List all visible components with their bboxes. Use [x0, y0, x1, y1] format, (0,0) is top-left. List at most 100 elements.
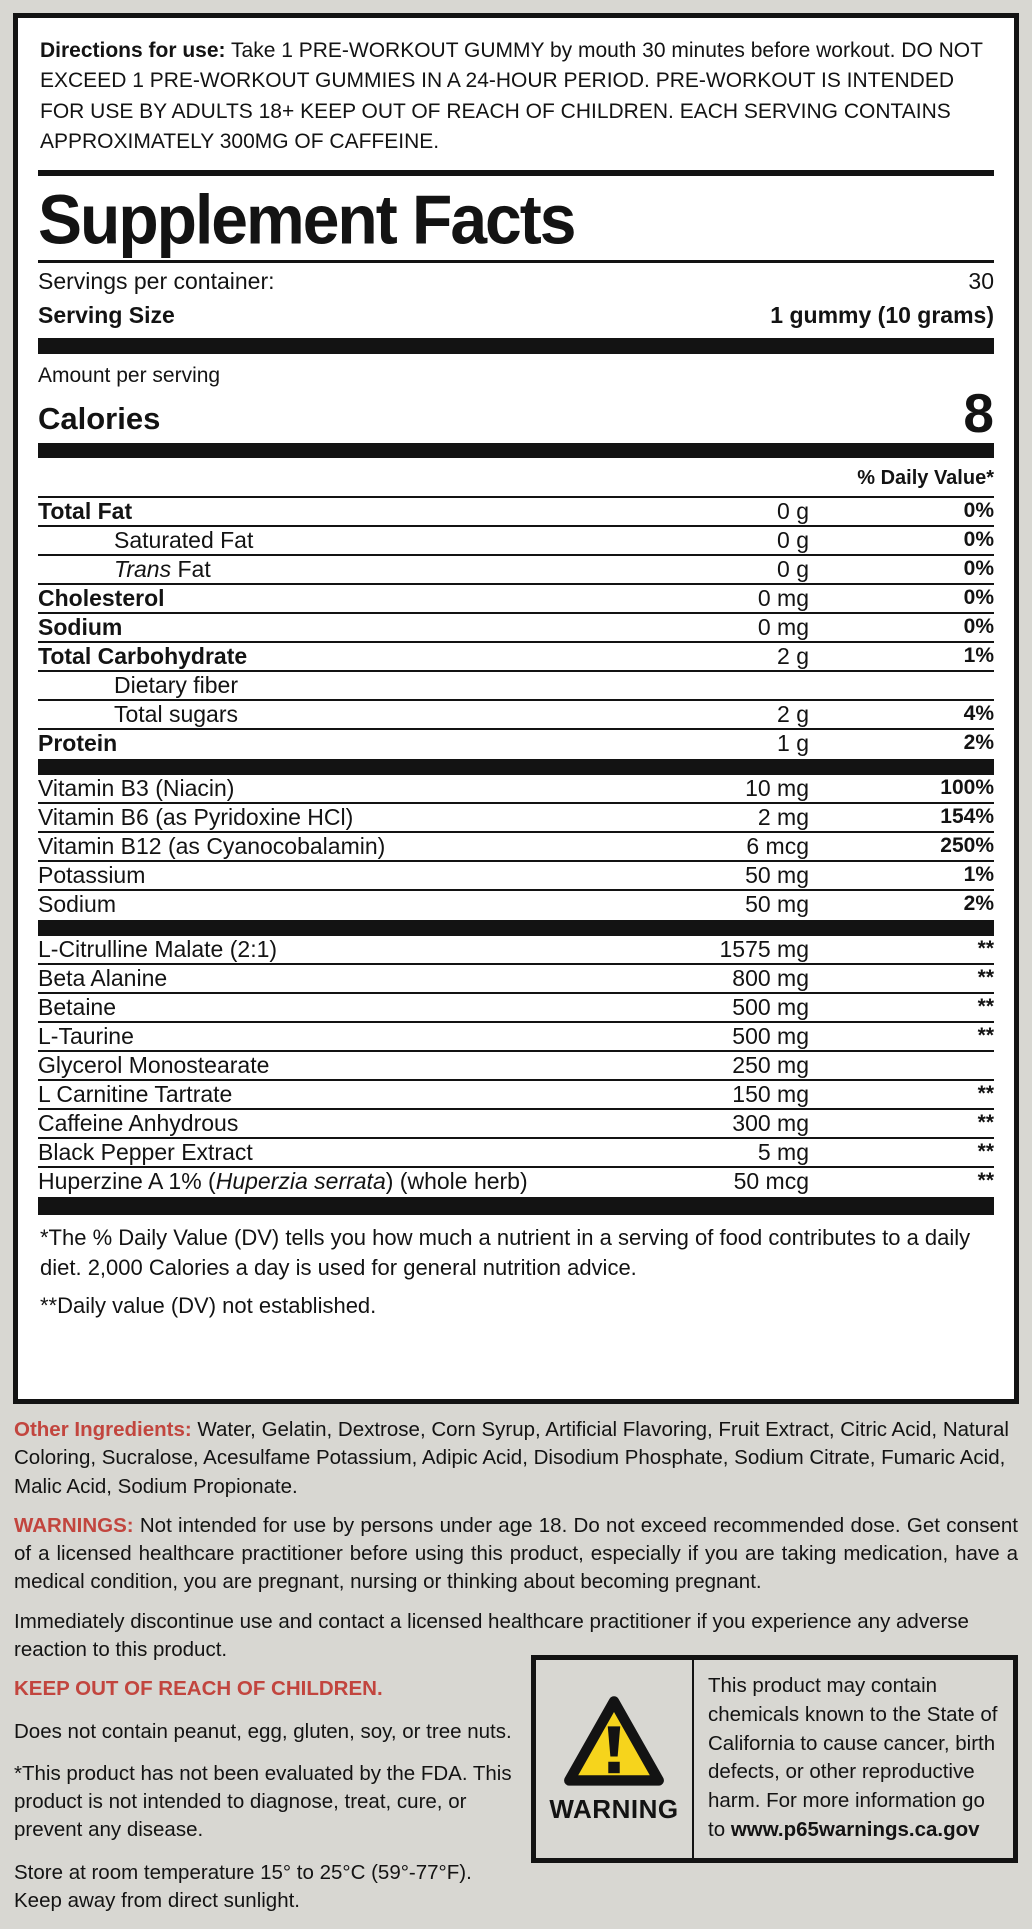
- discontinue-paragraph: Immediately discontinue use and contact …: [14, 1609, 969, 1661]
- nutrient-name: Sodium: [38, 890, 116, 917]
- nutrient-amount: 250 mg: [732, 1051, 809, 1078]
- nutrient-daily-value: **: [977, 966, 994, 989]
- other-ingredients-text: Water, Gelatin, Dextrose, Corn Syrup, Ar…: [14, 1418, 1009, 1498]
- nutrient-row: Saturated Fat 0 g 0%: [38, 524, 994, 554]
- warnings-paragraph: WARNINGS: Not intended for use by person…: [14, 1512, 1018, 1597]
- calories-label: Calories: [38, 400, 161, 436]
- nutrient-amount: 0 mg: [757, 584, 809, 611]
- nutrient-daily-value: 0%: [963, 586, 994, 609]
- calories-value: 8: [963, 381, 994, 444]
- nutrient-daily-value: 100%: [940, 776, 994, 799]
- nutrient-name: Caffeine Anhydrous: [38, 1109, 239, 1136]
- nutrient-name: Huperzine A 1% (Huperzia serrata) (whole…: [38, 1167, 528, 1194]
- nutrient-name: Trans Fat: [114, 555, 211, 582]
- nutrient-amount: 500 mg: [732, 1022, 809, 1049]
- daily-value-footnote: *The % Daily Value (DV) tells you how mu…: [40, 1224, 971, 1280]
- nutrient-amount: 50 mcg: [733, 1167, 809, 1194]
- directions-text: Take 1 PRE-WORKOUT GUMMY by mouth 30 min…: [40, 39, 983, 154]
- nutrient-amount: 5 mg: [757, 1138, 809, 1165]
- nutrient-name: Dietary fiber: [114, 671, 238, 698]
- section-bar: [38, 919, 994, 934]
- nutrient-daily-value: **: [977, 1111, 994, 1134]
- nutrient-amount: 0 mg: [757, 613, 809, 640]
- nutrient-name: Beta Alanine: [38, 964, 168, 991]
- nutrient-amount: 50 mg: [745, 890, 809, 917]
- section-bar: [38, 1196, 994, 1215]
- nutrient-row: Cholesterol 0 mg 0%: [38, 582, 994, 612]
- directions-paragraph: Directions for use: Take 1 PRE-WORKOUT G…: [38, 28, 994, 170]
- prop65-warning-text-cell: This product may contain chemicals known…: [694, 1660, 1013, 1858]
- warnings-text: Not intended for use by persons under ag…: [14, 1513, 1018, 1594]
- nutrient-daily-value: **: [977, 1082, 994, 1105]
- nutrient-name: Total sugars: [114, 700, 239, 727]
- prop65-url: www.p65warnings.ca.gov: [730, 1817, 980, 1841]
- nutrient-row: Huperzine A 1% (Huperzia serrata) (whole…: [38, 1165, 994, 1195]
- nutrient-daily-value: 250%: [940, 834, 994, 857]
- nutrient-daily-value: 0%: [963, 615, 994, 638]
- nutrient-amount: 300 mg: [732, 1109, 809, 1136]
- nutrient-row: Vitamin B6 (as Pyridoxine HCl) 2 mg 154%: [38, 801, 994, 831]
- servings-per-container-label: Servings per container:: [38, 267, 275, 294]
- nutrient-row: Total sugars 2 g 4%: [38, 698, 994, 728]
- nutrient-name: Vitamin B3 (Niacin): [38, 774, 235, 801]
- nutrient-name: Total Carbohydrate: [38, 642, 248, 669]
- storage-text: Store at room temperature 15° to 25°C (5…: [14, 1860, 472, 1912]
- nutrient-name: Sodium: [38, 613, 123, 640]
- prop65-text: This product may contain chemicals known…: [708, 1674, 998, 1841]
- nutrient-daily-value: 0%: [963, 528, 994, 551]
- nutrient-row: Beta Alanine 800 mg **: [38, 962, 994, 992]
- nutrient-amount: 10 mg: [745, 774, 809, 801]
- servings-per-container-row: Servings per container: 30: [38, 263, 994, 297]
- divider-heavy: [38, 169, 994, 176]
- nutrient-daily-value: 2%: [963, 892, 994, 915]
- calories-row: Calories 8: [38, 381, 994, 444]
- not-established-footnote: **Daily value (DV) not established.: [40, 1293, 377, 1319]
- nutrient-amount: 2 g: [777, 642, 809, 669]
- nutrient-daily-value: 0%: [963, 499, 994, 522]
- fda-disclaimer-text: *This product has not been evaluated by …: [14, 1761, 512, 1842]
- nutrient-name: Protein: [38, 729, 118, 756]
- nutrient-amount: 800 mg: [732, 964, 809, 991]
- label-lower-section: Other Ingredients: Water, Gelatin, Dextr…: [14, 1416, 1018, 1929]
- nutrient-daily-value: 4%: [963, 702, 994, 725]
- serving-size-row: Serving Size 1 gummy (10 grams): [38, 297, 994, 331]
- other-ingredients-label: Other Ingredients:: [14, 1418, 192, 1441]
- nutrient-amount: 150 mg: [732, 1080, 809, 1107]
- nutrient-amount: 0 g: [777, 497, 809, 524]
- nutrient-amount: 1575 mg: [719, 935, 809, 962]
- supplement-facts-title: Supplement Facts: [38, 179, 576, 259]
- section-bar: [38, 758, 994, 773]
- nutrient-amount: 500 mg: [732, 993, 809, 1020]
- section-bar: [38, 337, 994, 354]
- nutrient-daily-value: **: [977, 1024, 994, 1047]
- nutrient-daily-value: 154%: [940, 805, 994, 828]
- bottom-left-column: KEEP OUT OF REACH OF CHILDREN. Does not …: [14, 1675, 519, 1929]
- nutrient-amount: 2 mg: [757, 803, 809, 830]
- allergen-text: Does not contain peanut, egg, gluten, so…: [14, 1719, 512, 1743]
- nutrient-amount: 0 g: [777, 555, 809, 582]
- nutrient-name: L-Taurine: [38, 1022, 134, 1049]
- nutrient-name: Black Pepper Extract: [38, 1138, 253, 1165]
- other-ingredients-paragraph: Other Ingredients: Water, Gelatin, Dextr…: [14, 1416, 1018, 1501]
- vitamin-table: Vitamin B3 (Niacin) 10 mg 100% Vitamin B6 (…: [38, 772, 994, 918]
- daily-value-header: % Daily Value*: [857, 466, 994, 489]
- nutrient-name: Betaine: [38, 993, 117, 1020]
- section-bar: [38, 442, 994, 458]
- nutrient-row: Protein 1 g 2%: [38, 727, 994, 757]
- nutrient-name: Glycerol Monostearate: [38, 1051, 270, 1078]
- nutrient-row: Vitamin B12 (as Cyanocobalamin) 6 mcg 250%: [38, 830, 994, 860]
- active-ingredient-table: L-Citrulline Malate (2:1) 1575 mg ** Beta A…: [38, 933, 994, 1195]
- directions-label: Directions for use:: [40, 39, 226, 62]
- nutrient-row: Total Fat 0 g 0%: [38, 495, 994, 525]
- nutrient-row: L-Citrulline Malate (2:1) 1575 mg **: [38, 933, 994, 963]
- nutrient-row: Sodium 50 mg 2%: [38, 888, 994, 918]
- keep-out-of-reach-text: KEEP OUT OF REACH OF CHILDREN.: [14, 1677, 383, 1701]
- nutrient-row: Glycerol Monostearate 250 mg: [38, 1049, 994, 1079]
- nutrient-row: Vitamin B3 (Niacin) 10 mg 100%: [38, 772, 994, 802]
- nutrient-row: Trans Fat 0 g 0%: [38, 553, 994, 583]
- warnings-label: WARNINGS:: [14, 1513, 134, 1537]
- prop65-warning-word: WARNING: [549, 1793, 679, 1824]
- nutrient-name: Potassium: [38, 861, 146, 888]
- nutrient-name: L Carnitine Tartrate: [38, 1080, 233, 1107]
- serving-size-value: 1 gummy (10 grams): [770, 301, 994, 328]
